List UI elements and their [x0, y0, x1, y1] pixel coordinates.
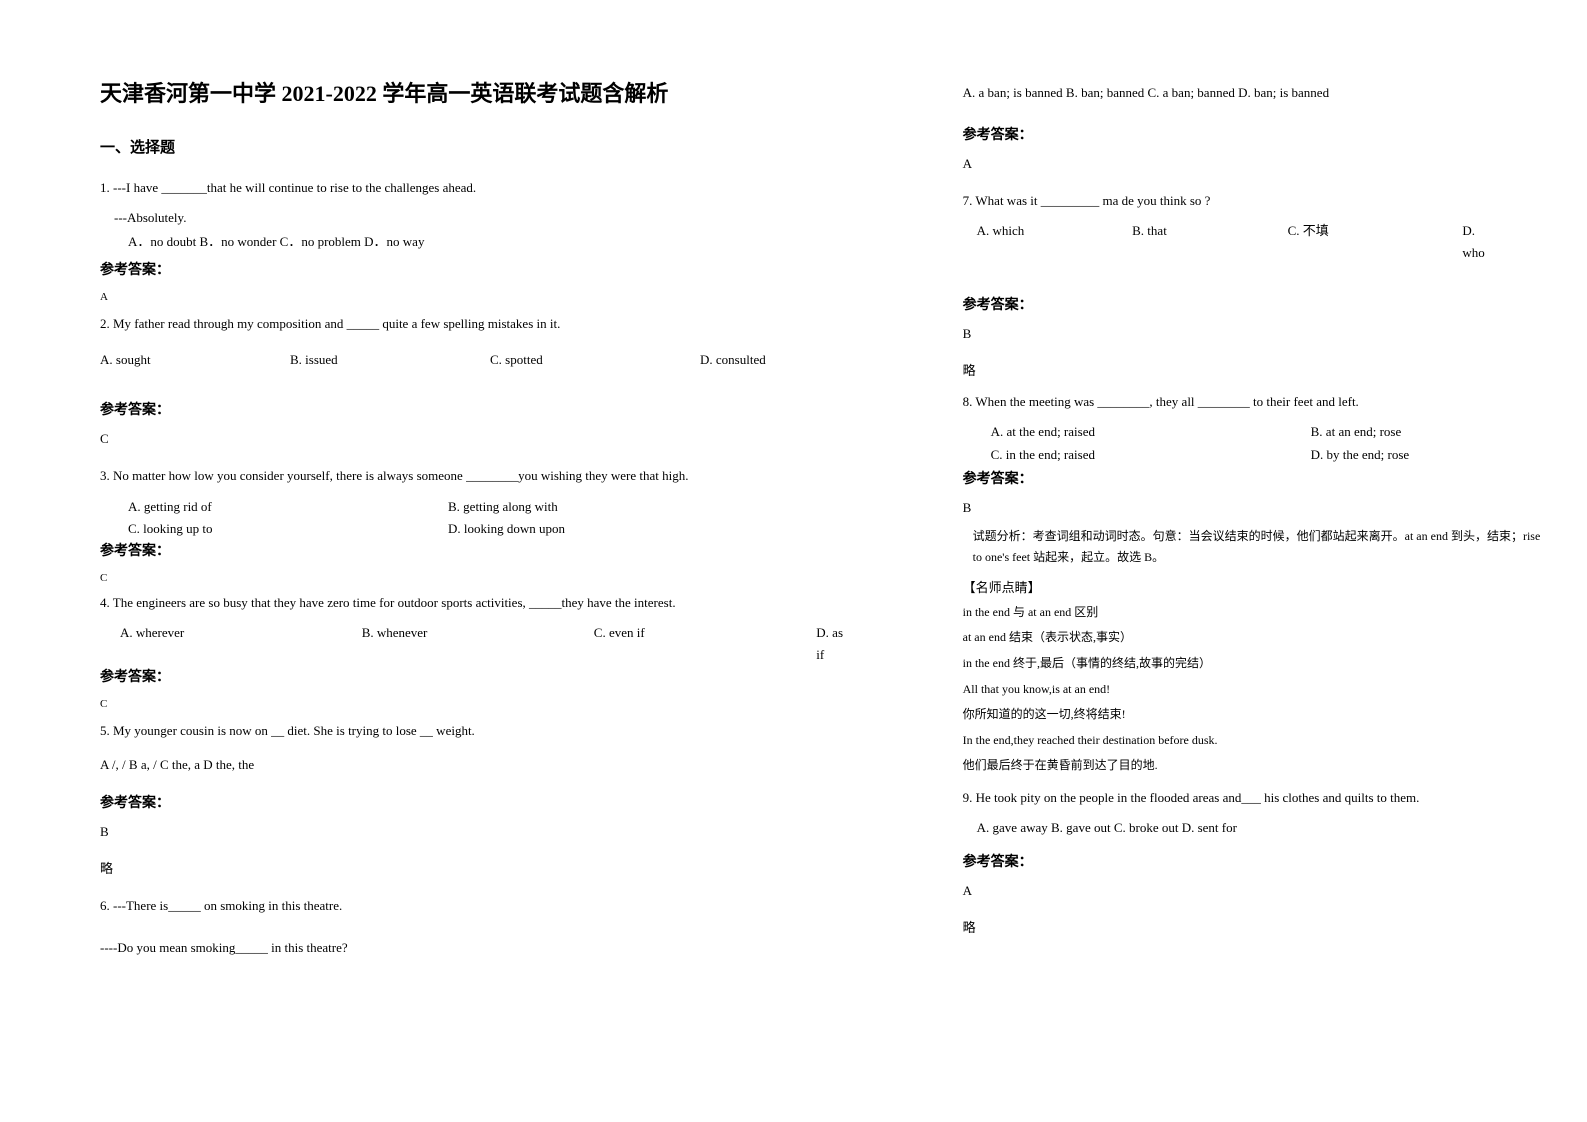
answer-label: 参考答案：: [100, 259, 903, 279]
question-2-options: A. sought B. issued C. spotted D. consul…: [100, 349, 903, 371]
q8-a4: All that you know,is at an end!: [963, 679, 1549, 701]
q3-optC: C. looking up to: [128, 518, 448, 540]
q7-optC: C. 不填: [1288, 220, 1413, 264]
q4-optC: C. even if: [594, 622, 767, 666]
q8-analysis: 试题分析：考查词组和动词时态。句意：当会议结束的时候，他们都站起来离开。at a…: [963, 526, 1549, 569]
question-1-line2: ---Absolutely.: [100, 207, 903, 229]
question-4-options: A. wherever B. whenever C. even if D. as…: [100, 622, 903, 666]
left-column: 天津香河第一中学 2021-2022 学年高一英语联考试题含解析 一、选择题 1…: [100, 76, 903, 967]
question-5-text: 5. My younger cousin is now on __ diet. …: [100, 720, 903, 742]
question-8-answer: B: [963, 500, 1549, 516]
document-page: 天津香河第一中学 2021-2022 学年高一英语联考试题含解析 一、选择题 1…: [0, 0, 1587, 1007]
section-header: 一、选择题: [100, 136, 903, 157]
question-3-text: 3. No matter how low you consider yourse…: [100, 465, 903, 487]
answer-label: 参考答案：: [963, 851, 1549, 871]
question-3-options-row1: A. getting rid of B. getting along with: [100, 496, 903, 518]
question-4-answer: C: [100, 698, 903, 710]
answer-label: 参考答案：: [963, 294, 1549, 314]
answer-label: 参考答案：: [100, 792, 903, 812]
question-7-text: 7. What was it _________ ma de you think…: [963, 190, 1549, 212]
question-1-answer: A: [100, 291, 903, 303]
q2-optA: A. sought: [100, 349, 240, 371]
q2-optD: D. consulted: [700, 349, 766, 371]
q4-optD: D. as if: [816, 622, 852, 666]
q8-optC: C. in the end; raised: [991, 444, 1311, 466]
q7-optB: B. that: [1132, 220, 1238, 264]
question-5-options: A /, / B a, / C the, a D the, the: [100, 754, 903, 776]
question-9-answer: A: [963, 883, 1549, 899]
answer-label: 参考答案：: [100, 399, 903, 419]
q3-optD: D. looking down upon: [448, 518, 565, 540]
question-8-options-row2: C. in the end; raised D. by the end; ros…: [963, 444, 1549, 466]
question-5-answer: B: [100, 824, 903, 840]
question-4-text: 4. The engineers are so busy that they h…: [100, 592, 903, 614]
q8-a1: in the end 与 at an end 区别: [963, 602, 1549, 624]
question-5-skip: 略: [100, 858, 903, 877]
answer-label: 参考答案：: [100, 540, 903, 560]
question-7-options: A. which B. that C. 不填 D. who: [963, 220, 1549, 264]
question-7-skip: 略: [963, 360, 1549, 379]
q8-a2: at an end 结束（表示状态,事实）: [963, 627, 1549, 649]
q8-a6: In the end,they reached their destinatio…: [963, 730, 1549, 752]
question-1-text: 1. ---I have _______that he will continu…: [100, 177, 903, 199]
q2-optB: B. issued: [290, 349, 440, 371]
q4-optB: B. whenever: [362, 622, 544, 666]
question-3-options-row2: C. looking up to D. looking down upon: [100, 518, 903, 540]
q8-a7: 他们最后终于在黄昏前到达了目的地.: [963, 755, 1549, 777]
question-1-options: A．no doubt B．no wonder C．no problem D．no…: [100, 231, 903, 253]
q7-optD: D. who: [1462, 220, 1499, 264]
q7-optA: A. which: [977, 220, 1083, 264]
question-9-options: A. gave away B. gave out C. broke out D.…: [963, 817, 1549, 839]
question-2-text: 2. My father read through my composition…: [100, 313, 903, 335]
q3-optA: A. getting rid of: [128, 496, 448, 518]
answer-label: 参考答案：: [963, 468, 1549, 488]
q8-a3: in the end 终于,最后（事情的终结,故事的完结）: [963, 653, 1549, 675]
page-title: 天津香河第一中学 2021-2022 学年高一英语联考试题含解析: [100, 76, 903, 108]
question-8-options-row1: A. at the end; raised B. at an end; rose: [963, 421, 1549, 443]
q8-a5: 你所知道的的这一切,终将结束!: [963, 704, 1549, 726]
q8-optB: B. at an end; rose: [1311, 421, 1402, 443]
question-6-options: A. a ban; is banned B. ban; banned C. a …: [963, 82, 1549, 104]
question-9-text: 9. He took pity on the people in the flo…: [963, 787, 1549, 809]
q8-optD: D. by the end; rose: [1311, 444, 1410, 466]
question-7-answer: B: [963, 326, 1549, 342]
question-3-answer: C: [100, 572, 903, 584]
q2-optC: C. spotted: [490, 349, 650, 371]
question-8-text: 8. When the meeting was ________, they a…: [963, 391, 1549, 413]
q3-optB: B. getting along with: [448, 496, 558, 518]
answer-label: 参考答案：: [100, 666, 903, 686]
right-column: A. a ban; is banned B. ban; banned C. a …: [963, 76, 1549, 967]
q8-optA: A. at the end; raised: [991, 421, 1311, 443]
question-9-skip: 略: [963, 917, 1549, 936]
question-2-answer: C: [100, 431, 903, 447]
q8-tip: 【名师点睛】: [963, 577, 1549, 596]
question-6-answer: A: [963, 156, 1549, 172]
answer-label: 参考答案：: [963, 124, 1549, 144]
question-6-line2: ----Do you mean smoking_____ in this the…: [100, 937, 903, 959]
q4-optA: A. wherever: [120, 622, 312, 666]
question-6-text: 6. ---There is_____ on smoking in this t…: [100, 895, 903, 917]
